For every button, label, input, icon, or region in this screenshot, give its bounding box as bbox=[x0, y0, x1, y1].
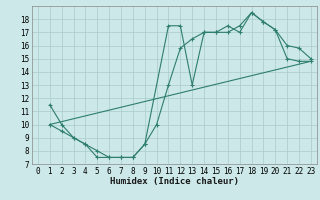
X-axis label: Humidex (Indice chaleur): Humidex (Indice chaleur) bbox=[110, 177, 239, 186]
